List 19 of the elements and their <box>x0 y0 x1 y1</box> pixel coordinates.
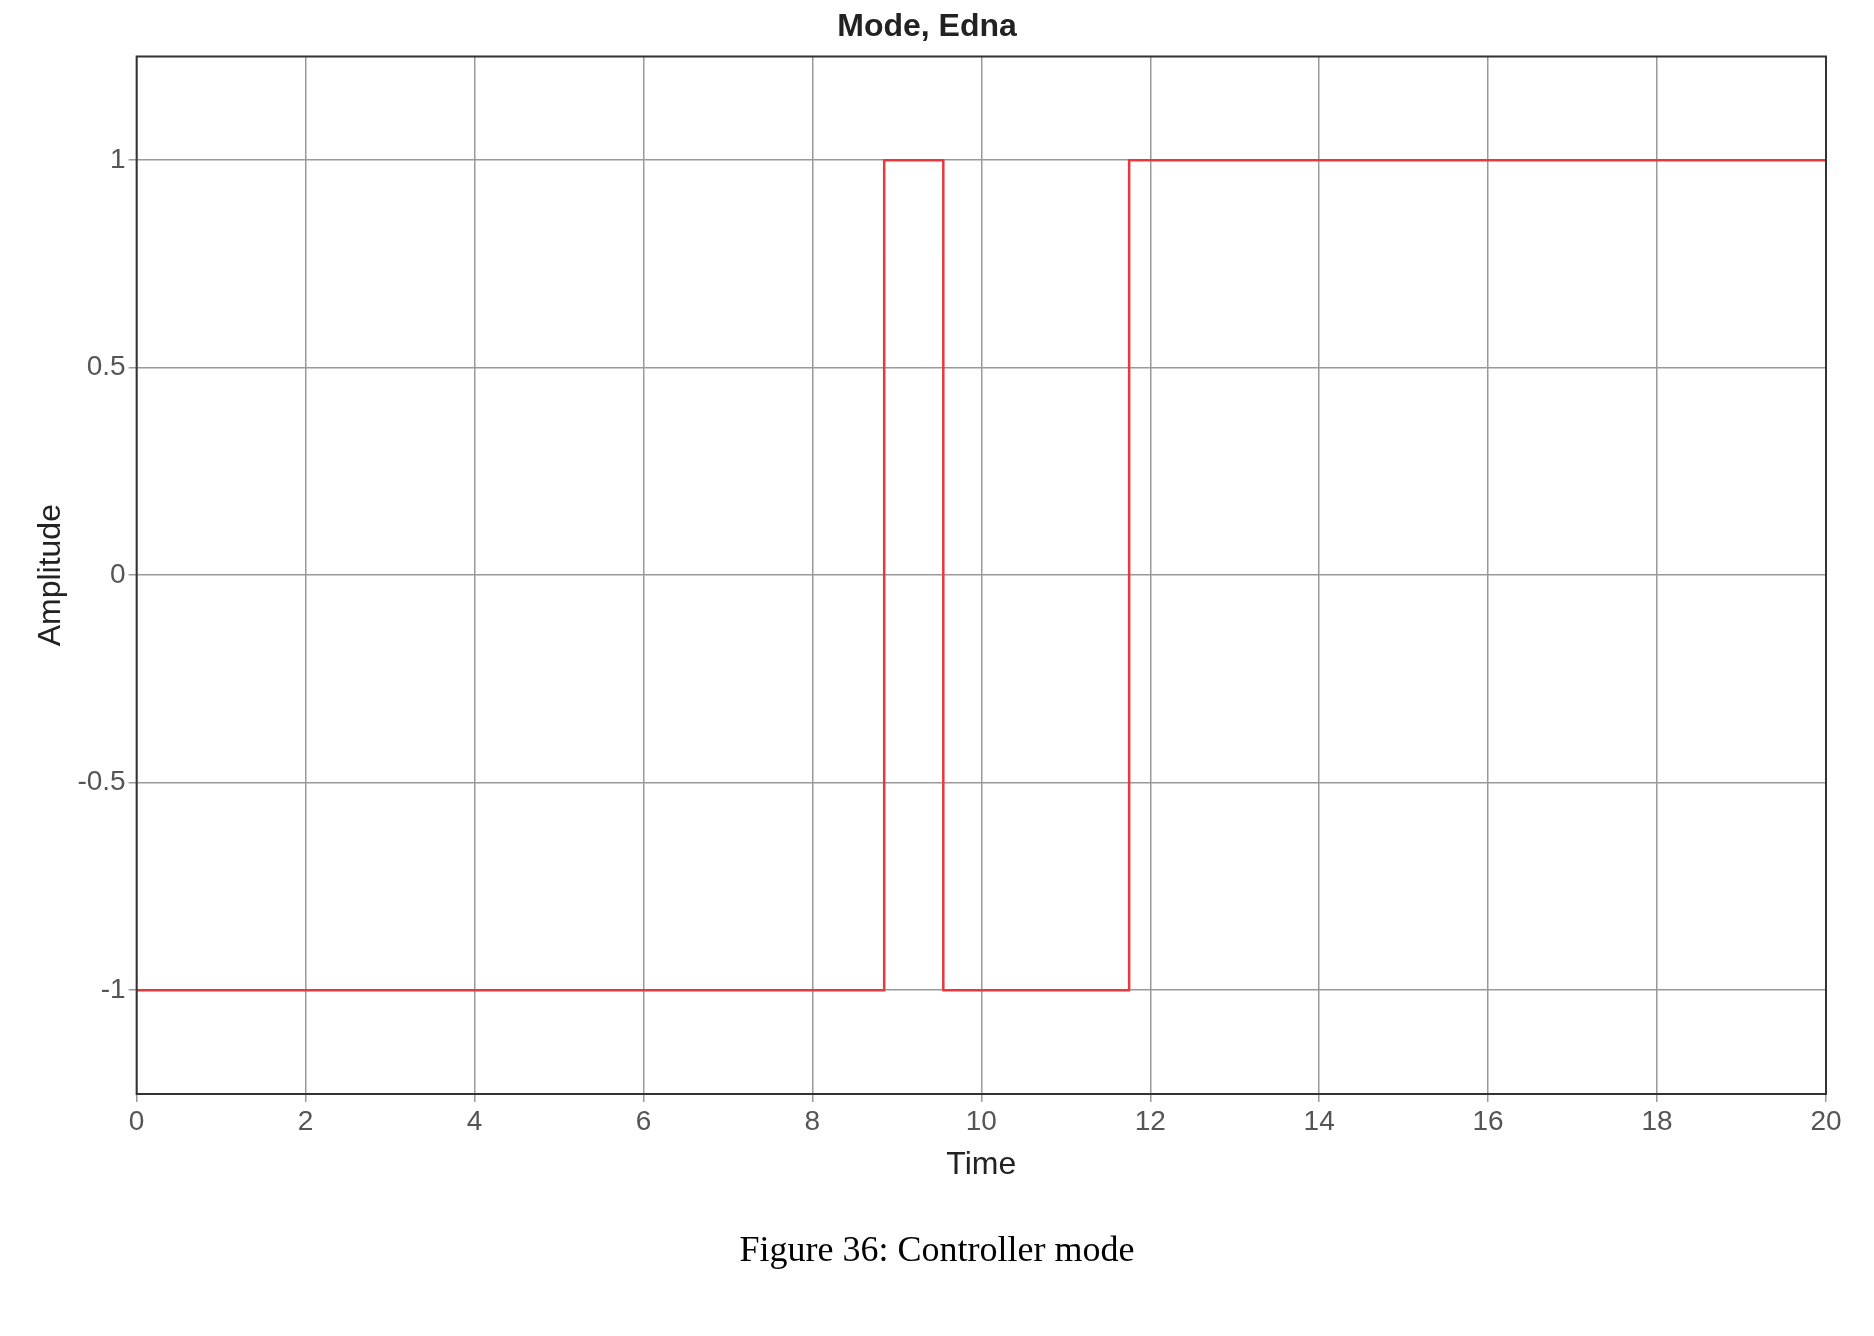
y-axis-title: Amplitude <box>31 504 68 647</box>
y-tick-label: 0.5 <box>86 350 126 382</box>
x-tick-label: 10 <box>965 1104 997 1136</box>
x-tick-label: 16 <box>1472 1104 1504 1136</box>
y-tick-label: -0.5 <box>77 765 126 797</box>
x-tick-label: 2 <box>297 1104 314 1136</box>
x-axis-title: Time <box>946 1144 1017 1181</box>
x-tick-label: 4 <box>466 1104 483 1136</box>
x-tick-label: 18 <box>1641 1104 1673 1136</box>
y-tick-label: 1 <box>110 142 126 174</box>
x-tick-label: 6 <box>635 1104 652 1136</box>
y-tick-label: -1 <box>100 972 126 1004</box>
chart-title: Mode, Edna <box>837 7 1017 44</box>
caption: Figure 36: Controller mode <box>738 1228 1136 1270</box>
x-tick-label: 14 <box>1303 1104 1335 1136</box>
x-tick-label: 8 <box>804 1104 821 1136</box>
x-tick-label: 12 <box>1134 1104 1166 1136</box>
y-tick-label: 0 <box>110 557 126 589</box>
x-tick-label: 20 <box>1810 1104 1842 1136</box>
